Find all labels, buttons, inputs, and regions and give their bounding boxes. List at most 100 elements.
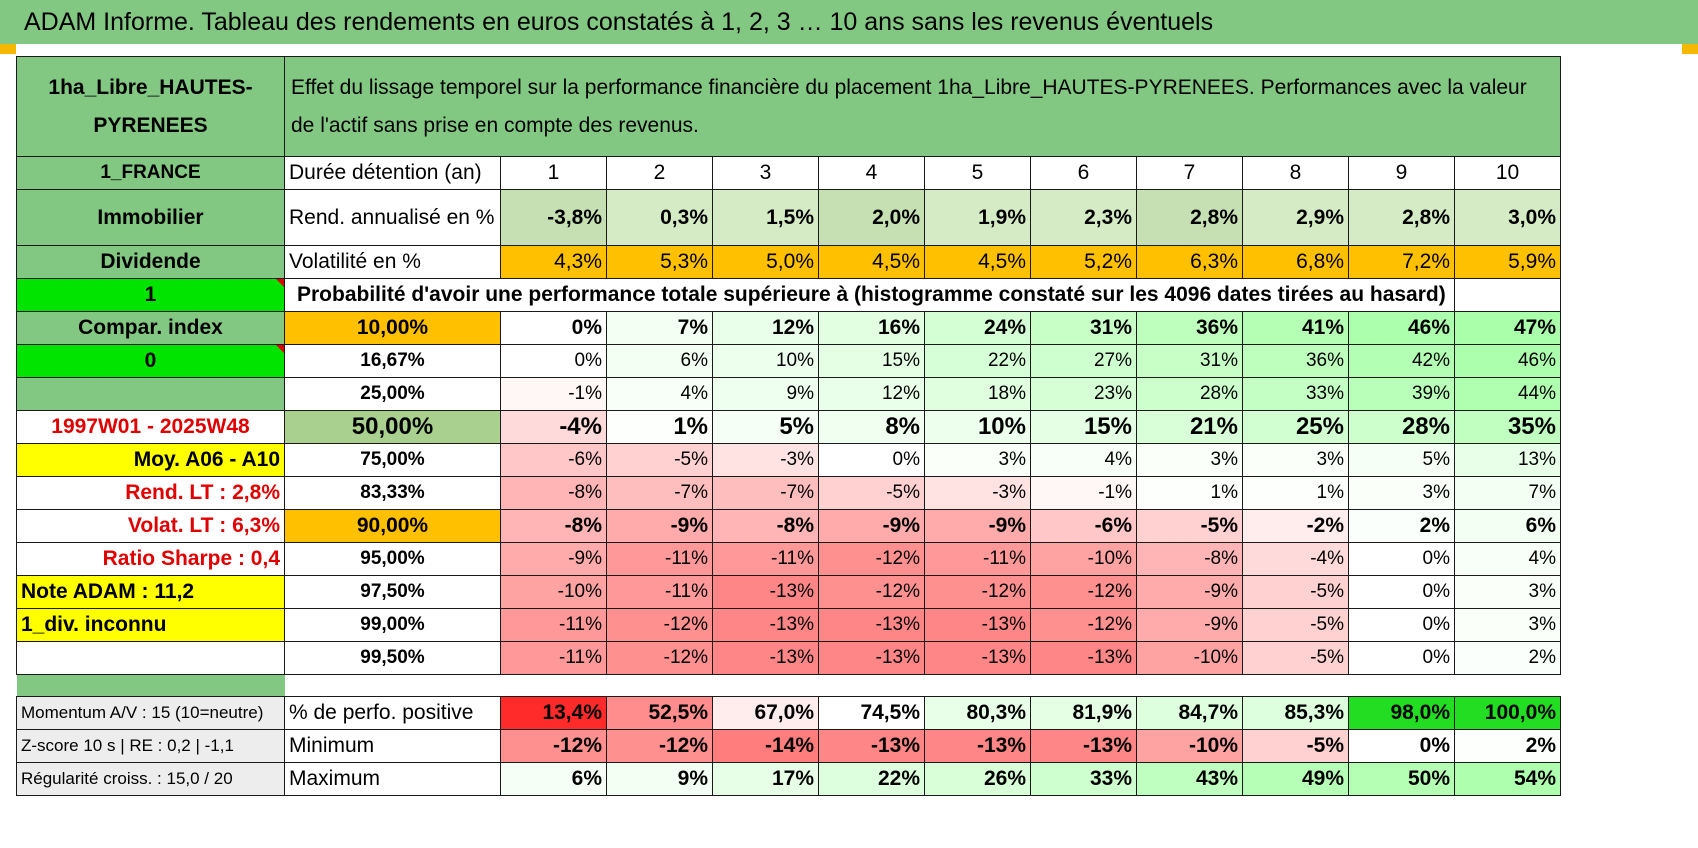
max-value: 49% xyxy=(1242,762,1349,796)
category-cell: Immobilier xyxy=(16,189,285,246)
quantile-label: 16,67% xyxy=(284,344,501,378)
quantile-value: 3% xyxy=(1348,476,1455,510)
quantile-value: 3% xyxy=(1454,575,1561,609)
quantile-value: -11% xyxy=(606,575,713,609)
right-edge-marker xyxy=(1682,44,1698,54)
quantile-value: 6% xyxy=(606,344,713,378)
max-value: 50% xyxy=(1348,762,1455,796)
year-header: 7 xyxy=(1136,156,1243,190)
report-title: ADAM Informe. Tableau des rendements en … xyxy=(0,0,1698,44)
quantile-value: -10% xyxy=(1030,542,1137,576)
quantile-value: -4% xyxy=(500,410,607,444)
quantile-value: -3% xyxy=(712,443,819,477)
max-value: 22% xyxy=(818,762,925,796)
quantile-label: 99,00% xyxy=(284,608,501,642)
quantile-value: 4% xyxy=(1030,443,1137,477)
quantile-value: 0% xyxy=(500,311,607,345)
quantile-value: 2% xyxy=(1348,509,1455,543)
quantile-label: 97,50% xyxy=(284,575,501,609)
quantile-value: -5% xyxy=(1242,608,1349,642)
quantile-value: -12% xyxy=(1030,575,1137,609)
quantile-value: -13% xyxy=(712,575,819,609)
year-header: 9 xyxy=(1348,156,1455,190)
quantile-value: 21% xyxy=(1136,410,1243,444)
min-value: -13% xyxy=(818,729,925,763)
quantile-value: -12% xyxy=(606,641,713,675)
description-cell: Effet du lissage temporel sur la perform… xyxy=(284,56,1561,157)
quantile-value: 2% xyxy=(1454,641,1561,675)
quantile-value: 5% xyxy=(712,410,819,444)
quantile-value: -12% xyxy=(606,608,713,642)
quantile-value: -7% xyxy=(712,476,819,510)
quantile-value: -10% xyxy=(1136,641,1243,675)
quantile-value: -5% xyxy=(1136,509,1243,543)
country-cell: 1_FRANCE xyxy=(16,156,285,190)
quantile-value: 36% xyxy=(1242,344,1349,378)
quantile-label: 25,00% xyxy=(284,377,501,411)
quantile-value: 0% xyxy=(818,443,925,477)
quantile-value: -11% xyxy=(712,542,819,576)
quantile-value: -1% xyxy=(500,377,607,411)
quantile-value: 46% xyxy=(1348,311,1455,345)
quantile-value: 0% xyxy=(1348,542,1455,576)
quantile-value: 39% xyxy=(1348,377,1455,411)
div-cell: 1_div. inconnu xyxy=(16,608,285,642)
moy-cell: Moy. A06 - A10 xyxy=(16,443,285,477)
quantile-value: -3% xyxy=(924,476,1031,510)
blank-side-cell xyxy=(16,377,285,411)
min-value: -12% xyxy=(606,729,713,763)
quantile-value: 24% xyxy=(924,311,1031,345)
quantile-value: 42% xyxy=(1348,344,1455,378)
quantile-label: 10,00% xyxy=(284,311,501,345)
year-header: 6 xyxy=(1030,156,1137,190)
flag-2-cell: 0 xyxy=(16,344,285,378)
min-value: -12% xyxy=(500,729,607,763)
quantile-value: 10% xyxy=(924,410,1031,444)
pos-value: 85,3% xyxy=(1242,696,1349,730)
pos-value: 67,0% xyxy=(712,696,819,730)
quantile-value: -11% xyxy=(500,608,607,642)
blank-cell xyxy=(1454,278,1561,312)
quantile-value: -5% xyxy=(1242,575,1349,609)
quantile-value: 46% xyxy=(1454,344,1561,378)
quantile-label: 95,00% xyxy=(284,542,501,576)
max-label: Maximum xyxy=(284,762,501,796)
rend-value: 2,3% xyxy=(1030,189,1137,246)
spacer-blank xyxy=(285,675,1561,697)
quantile-value: 27% xyxy=(1030,344,1137,378)
quantile-value: -12% xyxy=(818,542,925,576)
quantile-value: -4% xyxy=(1242,542,1349,576)
year-header: 10 xyxy=(1454,156,1561,190)
quantile-value: 4% xyxy=(606,377,713,411)
year-header: 1 xyxy=(500,156,607,190)
rend-lt-cell: Rend. LT : 2,8% xyxy=(16,476,285,510)
year-header: 3 xyxy=(712,156,819,190)
momentum-cell: Momentum A/V : 15 (10=neutre) xyxy=(16,696,285,730)
quantile-value: -12% xyxy=(924,575,1031,609)
quantile-value: -8% xyxy=(712,509,819,543)
quantile-value: -8% xyxy=(500,509,607,543)
performance-table: 1ha_Libre_HAUTES-PYRENEES Effet du lissa… xyxy=(16,56,1561,796)
vol-value: 7,2% xyxy=(1348,245,1455,279)
quantile-value: 7% xyxy=(1454,476,1561,510)
min-value: 2% xyxy=(1454,729,1561,763)
rend-value: -3,8% xyxy=(500,189,607,246)
pos-value: 13,4% xyxy=(500,696,607,730)
duree-label: Durée détention (an) xyxy=(284,156,501,190)
quantile-value: -9% xyxy=(1136,575,1243,609)
quantile-value: 3% xyxy=(1242,443,1349,477)
min-value: 0% xyxy=(1348,729,1455,763)
quantile-value: 3% xyxy=(1136,443,1243,477)
min-value: -13% xyxy=(1030,729,1137,763)
quantile-value: -9% xyxy=(924,509,1031,543)
quantile-value: 12% xyxy=(818,377,925,411)
quantile-value: 4% xyxy=(1454,542,1561,576)
min-value: -5% xyxy=(1242,729,1349,763)
max-value: 26% xyxy=(924,762,1031,796)
quantile-value: 23% xyxy=(1030,377,1137,411)
quantile-value: 1% xyxy=(1136,476,1243,510)
quantile-value: -5% xyxy=(818,476,925,510)
vol-value: 5,9% xyxy=(1454,245,1561,279)
max-value: 17% xyxy=(712,762,819,796)
pos-value: 100,0% xyxy=(1454,696,1561,730)
